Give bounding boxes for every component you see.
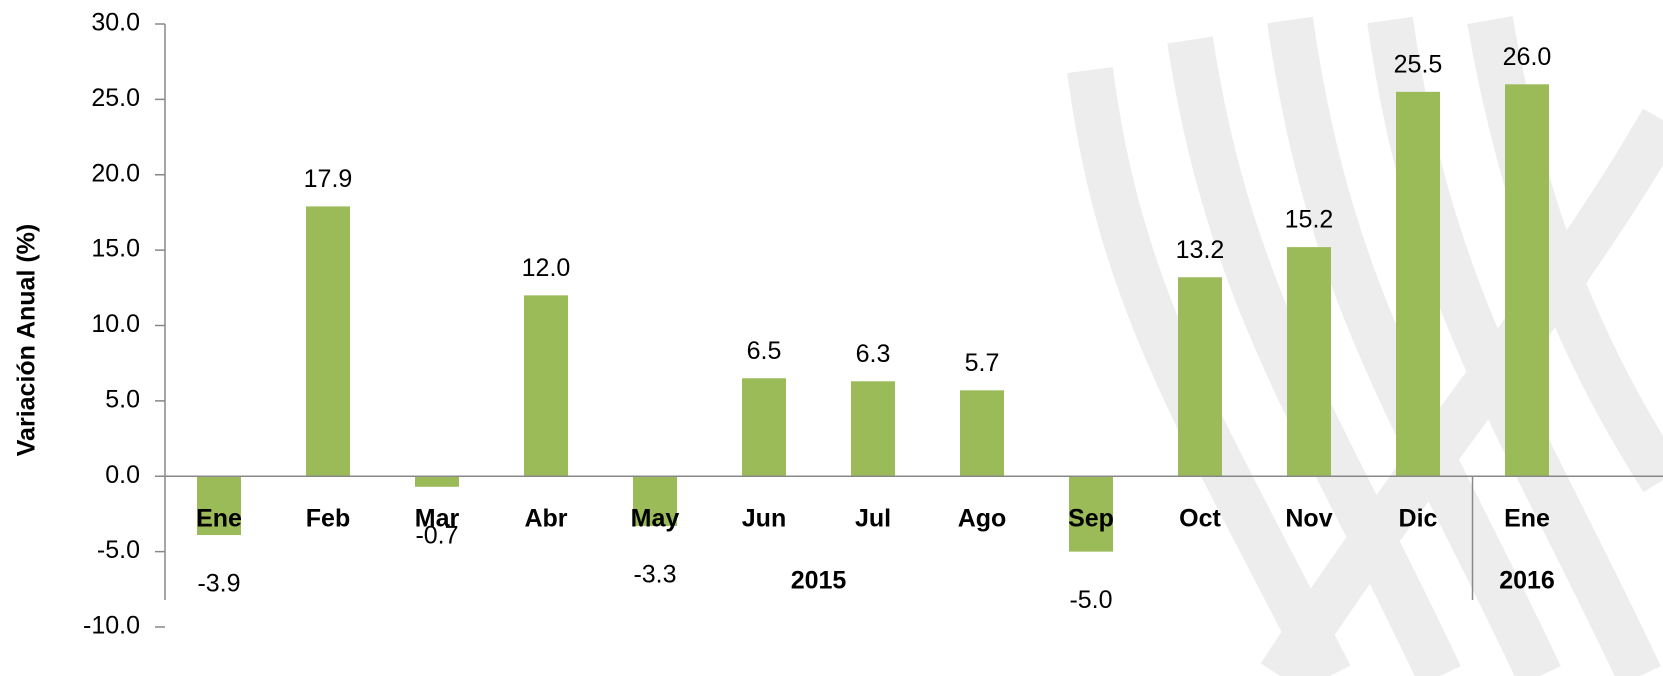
x-tick-label: Ene [196,505,242,533]
y-tick-label: -5.0 [97,536,140,564]
value-label: 13.2 [1176,236,1225,264]
value-label: 12.0 [522,254,571,282]
y-tick-label: 20.0 [91,159,140,187]
y-tick-label: 0.0 [105,461,140,489]
bar [415,476,459,487]
bar [306,206,350,476]
x-tick-label: Oct [1179,505,1221,533]
watermark [1090,20,1663,676]
y-tick-label: -10.0 [83,612,140,640]
x-tick-label: Abr [524,505,567,533]
value-label: -3.9 [197,570,240,598]
y-tick-label: 5.0 [105,385,140,413]
bar [1396,92,1440,476]
y-tick-label: 25.0 [91,84,140,112]
y-tick-label: 10.0 [91,310,140,338]
x-tick-label: Jul [855,505,891,533]
x-tick-label: May [631,505,680,533]
x-tick-label: Feb [306,505,350,533]
group-label: 2015 [791,567,847,595]
bar [960,390,1004,476]
bar [1178,277,1222,476]
value-label: 26.0 [1503,43,1552,71]
bar [742,378,786,476]
chart: Variación Anual (%) -10.0 -5.0 0.0 5.0 10.0 1… [0,0,1663,676]
bar [1287,247,1331,476]
x-tick-label: Ene [1504,505,1550,533]
y-tick-label: 15.0 [91,235,140,263]
x-tick-label: Ago [958,505,1007,533]
value-label: 6.3 [856,340,891,368]
y-axis-title: Variación Anual (%) [13,224,41,456]
bar [524,295,568,476]
x-tick-label: Dic [1399,505,1438,533]
bar [851,381,895,476]
value-label: 17.9 [304,165,353,193]
value-label: -3.3 [633,561,676,589]
y-tick-label: 30.0 [91,9,140,37]
value-label: 5.7 [965,349,1000,377]
value-label: -0.7 [415,521,458,549]
group-label: 2016 [1499,567,1555,595]
x-tick-label: Sep [1068,505,1114,533]
bar [1505,84,1549,476]
value-label: -5.0 [1069,586,1112,614]
value-label: 6.5 [747,337,782,365]
value-label: 15.2 [1285,206,1334,234]
x-tick-label: Nov [1285,505,1332,533]
x-tick-label: Jun [742,505,786,533]
value-label: 25.5 [1394,50,1443,78]
